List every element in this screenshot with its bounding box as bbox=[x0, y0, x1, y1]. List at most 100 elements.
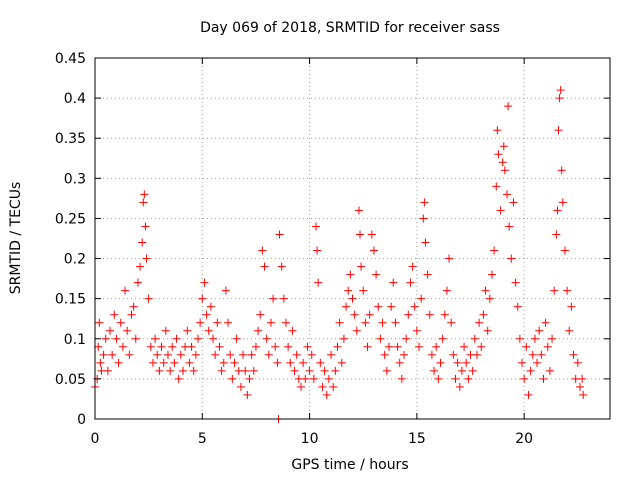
data-point bbox=[462, 358, 471, 367]
data-point bbox=[557, 166, 566, 175]
data-point bbox=[440, 310, 449, 319]
data-point bbox=[359, 286, 368, 295]
data-points bbox=[91, 86, 588, 423]
data-point bbox=[445, 254, 454, 263]
data-point bbox=[346, 270, 355, 279]
data-point bbox=[318, 382, 327, 391]
data-point bbox=[139, 198, 148, 207]
data-point bbox=[148, 358, 157, 367]
data-point bbox=[410, 302, 419, 311]
data-point bbox=[367, 230, 376, 239]
data-point bbox=[449, 350, 458, 359]
data-point bbox=[204, 326, 213, 335]
data-point bbox=[391, 318, 400, 327]
data-point bbox=[194, 334, 202, 343]
data-point bbox=[406, 278, 415, 287]
data-point bbox=[369, 246, 378, 255]
data-point bbox=[425, 310, 434, 319]
data-point bbox=[133, 278, 142, 287]
data-point bbox=[314, 278, 323, 287]
data-point bbox=[189, 366, 198, 375]
data-point bbox=[266, 318, 275, 327]
data-point bbox=[397, 374, 406, 383]
data-point bbox=[200, 278, 209, 287]
data-point bbox=[421, 238, 430, 247]
data-point bbox=[131, 334, 140, 343]
data-point bbox=[530, 334, 539, 343]
data-point bbox=[545, 366, 554, 375]
data-point bbox=[423, 270, 432, 279]
data-point bbox=[206, 302, 215, 311]
data-point bbox=[460, 342, 469, 351]
data-point bbox=[327, 350, 336, 359]
data-point bbox=[245, 374, 254, 383]
data-point bbox=[142, 254, 151, 263]
y-tick-label: 0.45 bbox=[55, 51, 86, 67]
y-tick-label: 0.2 bbox=[64, 252, 86, 268]
data-point bbox=[106, 326, 115, 335]
data-point bbox=[453, 358, 462, 367]
data-point bbox=[378, 318, 387, 327]
data-point bbox=[312, 222, 321, 231]
y-tick-labels: 0 0.05 0.1 0.15 0.2 0.25 0.3 0.35 0.4 0.45 bbox=[55, 51, 86, 428]
x-tick-label: 15 bbox=[408, 431, 426, 447]
data-point bbox=[563, 286, 572, 295]
data-point bbox=[170, 358, 179, 367]
data-point bbox=[275, 230, 284, 239]
data-point bbox=[123, 326, 132, 335]
data-point bbox=[224, 318, 233, 327]
data-point bbox=[127, 310, 136, 319]
data-point bbox=[187, 342, 196, 351]
data-point bbox=[499, 142, 508, 151]
data-point bbox=[254, 326, 263, 335]
data-point bbox=[434, 374, 443, 383]
data-point bbox=[258, 246, 267, 255]
data-point bbox=[110, 310, 119, 319]
data-point bbox=[99, 350, 108, 359]
y-axis-label: SRMTID / TECUs bbox=[8, 182, 24, 295]
data-point bbox=[232, 334, 241, 343]
data-point bbox=[209, 334, 218, 343]
data-point bbox=[520, 374, 529, 383]
data-point bbox=[565, 326, 574, 335]
data-point bbox=[176, 350, 185, 359]
data-point bbox=[374, 302, 383, 311]
data-point bbox=[348, 294, 357, 303]
data-point bbox=[493, 126, 502, 135]
data-point bbox=[515, 334, 524, 343]
data-point bbox=[419, 214, 428, 223]
data-point bbox=[389, 278, 398, 287]
data-point bbox=[361, 318, 370, 327]
data-point bbox=[535, 326, 544, 335]
data-point bbox=[290, 366, 299, 375]
data-point bbox=[475, 318, 484, 327]
data-point bbox=[236, 382, 245, 391]
data-point bbox=[101, 334, 110, 343]
data-point bbox=[556, 86, 565, 95]
data-point bbox=[335, 318, 344, 327]
data-point bbox=[387, 302, 396, 311]
data-point bbox=[269, 294, 278, 303]
data-point bbox=[281, 318, 290, 327]
data-point bbox=[470, 334, 479, 343]
y-tick-label: 0.05 bbox=[55, 372, 86, 388]
data-point bbox=[479, 310, 488, 319]
data-point bbox=[309, 374, 318, 383]
data-point bbox=[163, 350, 172, 359]
data-point bbox=[483, 326, 492, 335]
data-point bbox=[339, 334, 348, 343]
data-point bbox=[415, 342, 424, 351]
x-tick-labels: 0 5 10 15 20 bbox=[91, 431, 534, 447]
data-point bbox=[578, 374, 587, 383]
data-point bbox=[219, 358, 228, 367]
data-point bbox=[412, 326, 421, 335]
data-point bbox=[436, 358, 445, 367]
data-point bbox=[380, 350, 389, 359]
data-point bbox=[553, 206, 562, 215]
data-point bbox=[301, 374, 310, 383]
data-point bbox=[560, 246, 569, 255]
data-point bbox=[554, 126, 563, 135]
data-point bbox=[288, 326, 297, 335]
data-point bbox=[477, 342, 486, 351]
